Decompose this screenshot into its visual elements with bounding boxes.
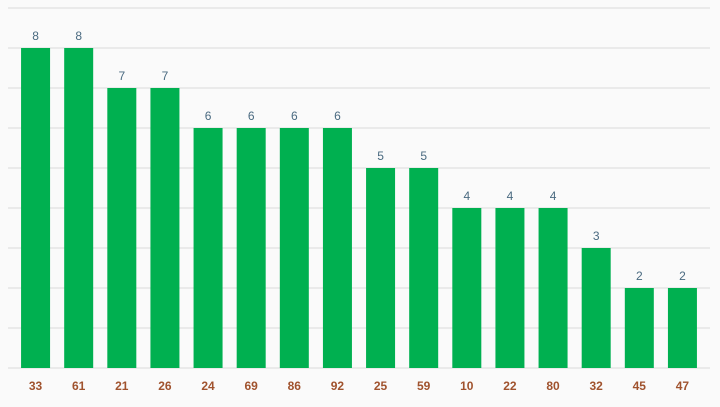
data-label: 6 [334, 109, 341, 123]
data-label: 7 [162, 69, 169, 83]
bars [21, 48, 697, 368]
x-tick-label: 26 [158, 379, 172, 393]
x-tick-label: 32 [590, 379, 604, 393]
bar-61[interactable] [64, 48, 94, 368]
data-label: 5 [377, 149, 384, 163]
x-tick-label: 92 [331, 379, 345, 393]
bar-80[interactable] [538, 208, 568, 368]
data-label: 2 [636, 269, 643, 283]
data-label: 4 [507, 189, 514, 203]
x-tick-label: 21 [115, 379, 129, 393]
x-tick-label: 69 [245, 379, 259, 393]
bar-45[interactable] [624, 288, 654, 368]
bar-33[interactable] [21, 48, 51, 368]
data-label: 5 [420, 149, 427, 163]
x-tick-label: 45 [633, 379, 647, 393]
data-label: 3 [593, 229, 600, 243]
data-label: 8 [32, 29, 39, 43]
bar-10[interactable] [452, 208, 482, 368]
bar-32[interactable] [581, 248, 611, 368]
x-tick-label: 59 [417, 379, 431, 393]
x-tick-label: 47 [676, 379, 690, 393]
x-tick-label: 61 [72, 379, 86, 393]
data-label: 2 [679, 269, 686, 283]
bar-26[interactable] [150, 88, 180, 368]
bar-92[interactable] [322, 128, 352, 368]
x-tick-label: 25 [374, 379, 388, 393]
data-label: 4 [550, 189, 557, 203]
data-label: 6 [291, 109, 298, 123]
bar-59[interactable] [409, 168, 439, 368]
data-labels: 8 8 7 7 6 6 6 6 5 5 4 4 4 3 2 2 [32, 29, 686, 283]
bar-22[interactable] [495, 208, 525, 368]
x-tick-label: 80 [546, 379, 560, 393]
data-label: 8 [75, 29, 82, 43]
data-label: 7 [118, 69, 125, 83]
bar-69[interactable] [236, 128, 266, 368]
data-label: 6 [205, 109, 212, 123]
x-tick-label: 33 [29, 379, 43, 393]
x-axis-tick-labels: 33 61 21 26 24 69 86 92 25 59 10 22 80 32 45 47 [29, 379, 690, 393]
data-label: 6 [248, 109, 255, 123]
bar-25[interactable] [366, 168, 396, 368]
x-tick-label: 24 [201, 379, 215, 393]
bar-21[interactable] [107, 88, 137, 368]
data-label: 4 [463, 189, 470, 203]
x-tick-label: 10 [460, 379, 474, 393]
x-tick-label: 86 [288, 379, 302, 393]
x-tick-label: 22 [503, 379, 517, 393]
bar-24[interactable] [193, 128, 223, 368]
bar-47[interactable] [667, 288, 697, 368]
bar-86[interactable] [279, 128, 309, 368]
